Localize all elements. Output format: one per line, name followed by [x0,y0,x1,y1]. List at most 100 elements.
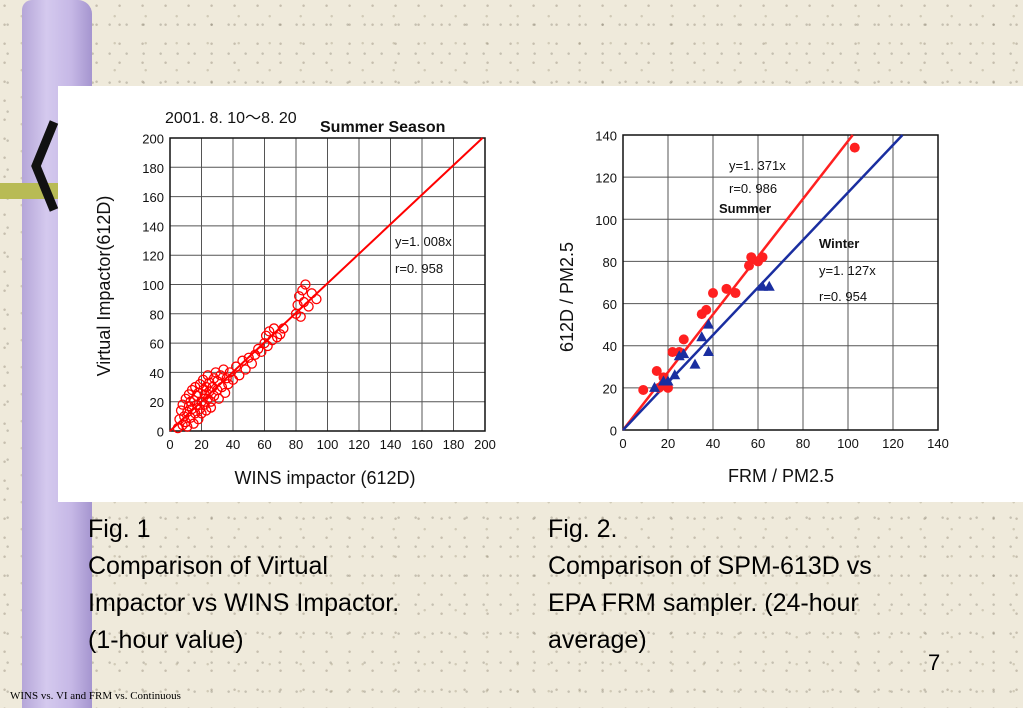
caption-fig1-line: Impactor vs WINS Impactor. [88,589,400,617]
chart1-y-tick-label: 140 [142,219,164,234]
chart1-x-tick-label: 60 [257,437,271,452]
chart1-data-point [253,343,264,355]
chart2-summer-r: r=0. 986 [729,181,777,196]
chart2-winter-point [703,318,714,329]
chart1-xlabel: WINS impactor (612D) [234,468,415,488]
chart1-x-tick-label: 120 [348,437,370,452]
caption-fig2-line: Fig. 2. [548,515,618,543]
chart2-winter-points [649,280,775,392]
chart2-x-tick-label: 40 [706,436,720,451]
chart1-data-point [219,387,231,399]
chart2-summer-label: Summer [719,201,771,216]
chart1-y-tick-label: 120 [142,249,164,264]
chart2-y-tick-label: 140 [595,129,617,144]
chart2-y-tick-label: 20 [603,381,617,396]
chart1-data-point [243,352,254,363]
chart2-xlabel: FRM / PM2.5 [728,466,834,486]
chart2-winter-point [678,348,690,359]
chart1-date-label: 2001. 8. 10〜8. 20 [165,110,297,127]
chart2-winter-r: r=0. 954 [819,289,867,304]
chart1-plot-frame [169,137,486,432]
chart2-summer-point [744,260,754,271]
chart2-y-tick-label: 40 [603,339,617,354]
chart2-x-tick-label: 20 [661,436,675,451]
chart1-data-point [199,399,210,410]
chart2-x-tick-label: 120 [882,436,904,451]
chart1-data-point [297,285,308,296]
chart1-x-tick-label: 200 [474,437,496,452]
chart2-winter-equation: y=1. 127x [819,263,876,278]
chart1-data-point [300,279,311,290]
caption-fig2-line: EPA FRM sampler. (24-hour [548,589,859,617]
chart1-y-tick-label: 160 [142,190,164,205]
chart1-title: Summer Season [320,119,445,136]
chart2-winter-point [696,331,708,342]
caption-fig2-line: Comparison of SPM-613D vs [548,552,872,580]
chart2-y-tick-label: 100 [595,213,617,228]
chart-wins-vs-vi: 2001. 8. 10〜8. 20 Summer Season 0 20 40 60 8… [94,110,496,488]
chart2-winter-point [689,358,701,369]
figure-panel [58,86,1023,502]
chart2-winter-label: Winter [819,236,859,251]
chart1-data-point [295,311,306,322]
chart1-y-tick-label: 20 [150,395,164,410]
caption-fig1-line: Fig. 1 [88,515,151,543]
chart1-x-tick-label: 80 [289,437,303,452]
chart1-data-point [271,332,283,343]
chart2-y-tick-label: 80 [603,255,617,270]
chart1-ticks: 0 20 40 60 80 100 120 140 160 180 200 0 20 40 60 80 100 1… [142,132,496,453]
chart1-grid [169,137,486,432]
caption-fig2: Fig. 2. Comparison of SPM-613D vs EPA FR… [548,511,872,659]
slide-number: 7 [928,650,941,675]
chart1-data-point [240,364,251,375]
chart1-fit-equation: y=1. 008x [395,234,452,249]
chart1-data-point [197,384,209,396]
chart1-x-tick-label: 140 [380,437,402,452]
chart2-winter-point [649,381,660,392]
bracket-ornament [31,120,59,212]
chart1-y-tick-label: 200 [142,132,164,147]
chart1-y-tick-label: 80 [150,307,164,322]
chart2-winter-point [669,369,681,380]
chart2-winter-point [703,346,714,357]
chart1-x-tick-label: 180 [443,437,465,452]
chart2-y-tick-label: 120 [595,171,617,186]
chart1-ylabel: Virtual Impactor(612D) [94,196,114,377]
chart1-y-tick-label: 60 [150,337,164,352]
chart2-plot-frame [622,134,939,431]
chart1-y-tick-label: 100 [142,278,164,293]
chart1-data-point [246,358,258,369]
chart1-x-tick-label: 40 [226,437,240,452]
chart2-summer-point [678,334,689,345]
chart1-y-tick-label: 180 [142,161,164,176]
chart1-points [172,279,322,434]
footer-text: WINS vs. VI and FRM vs. Continuous [10,690,181,702]
chart1-data-point [208,373,220,384]
chart1-y-tick-label: 0 [157,425,164,440]
chart2-summer-point [708,288,718,299]
chart2-summer-point [651,366,662,376]
chart2-summer-point [701,304,712,315]
chart1-data-point [182,421,193,432]
chart1-data-point [213,393,224,404]
chart1-x-tick-label: 20 [194,437,208,452]
chart1-data-point [193,414,204,425]
chart2-winter-point [662,375,674,386]
chart2-summer-point [757,252,768,263]
chart2-summer-point [638,384,649,395]
chart1-data-point [205,402,217,413]
chart2-y-tick-label: 60 [603,297,617,312]
chart1-data-point [256,346,267,358]
chart1-data-point [218,364,229,375]
chart2-summer-point [849,142,860,153]
caption-fig1: Fig. 1 Comparison of Virtual Impactor vs… [88,511,399,659]
chart1-x-tick-label: 100 [317,437,339,452]
caption-fig1-line: (1-hour value) [88,626,244,654]
chart1-fit-r: r=0. 958 [395,261,443,276]
caption-fig1-line: Comparison of Virtual [88,552,328,580]
chart2-x-tick-label: 100 [837,436,859,451]
chart1-y-tick-label: 40 [150,366,164,381]
chart2-ylabel: 612D / PM2.5 [557,242,577,352]
chart1-data-point [275,329,286,340]
chart-spm-vs-frm: 0 20 40 60 80 100 120 140 0 20 40 60 80 100 120 140 y=1… [557,129,949,487]
